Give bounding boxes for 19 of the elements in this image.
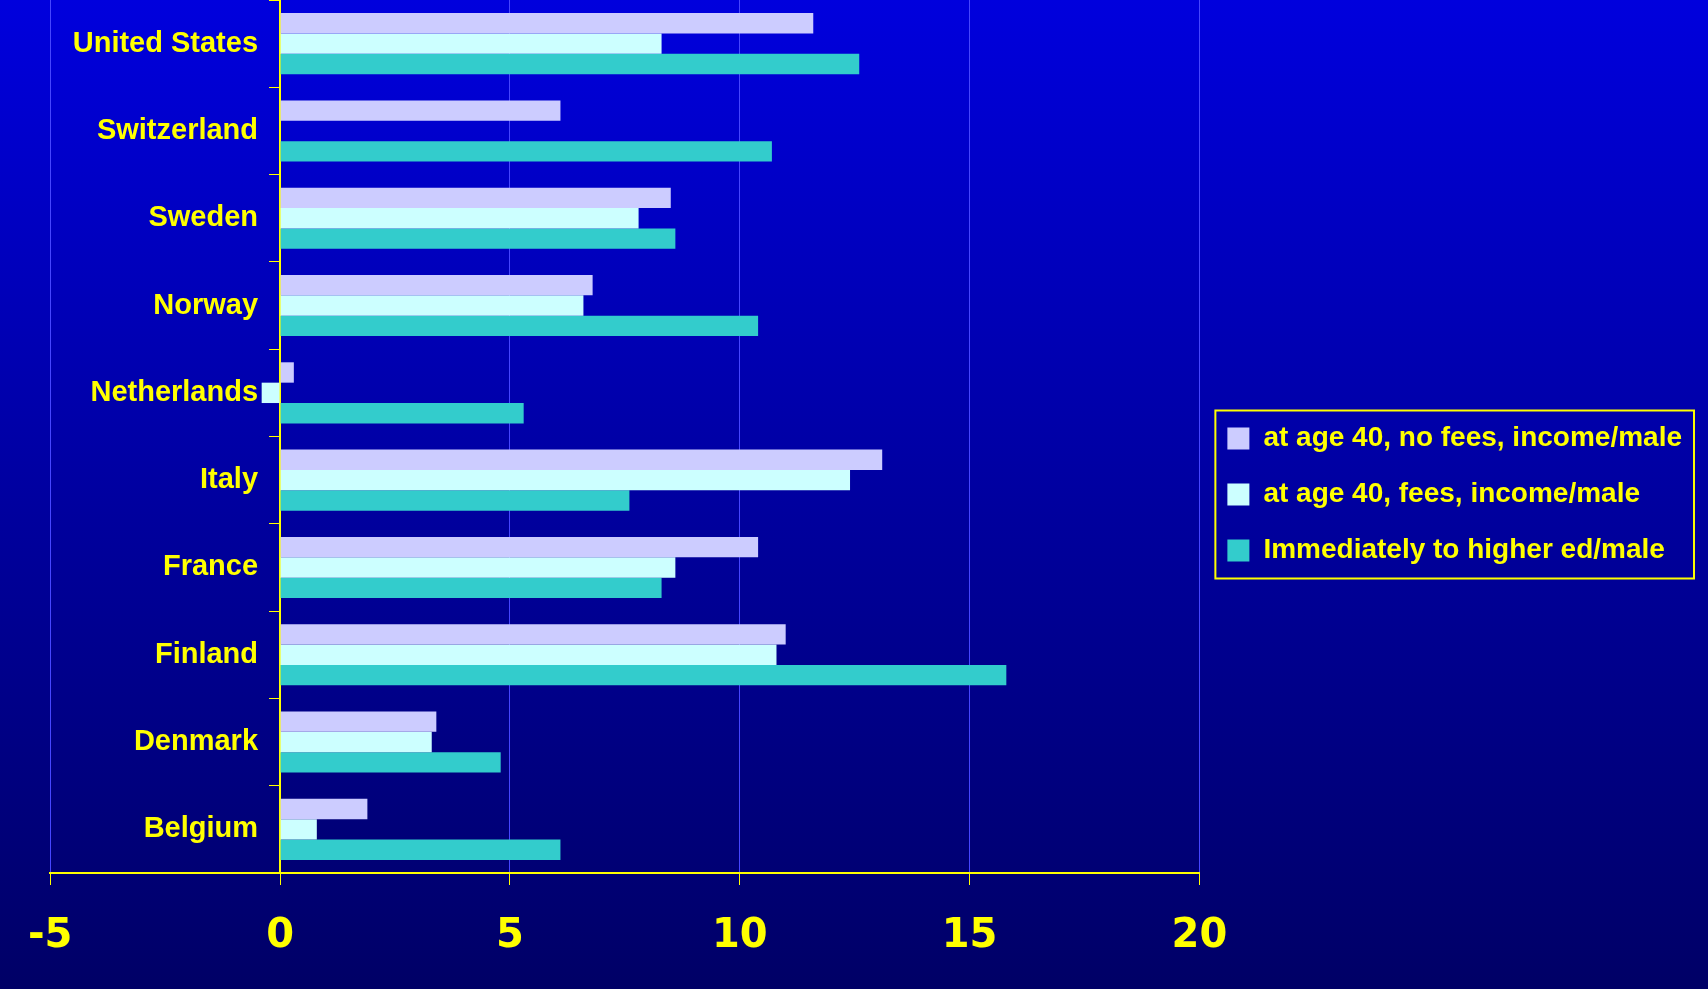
y-tick-label: Finland bbox=[154, 636, 259, 669]
y-tick-label: Italy bbox=[200, 462, 259, 495]
y-tick-label: Belgium bbox=[143, 811, 259, 844]
x-tick-label: 5 bbox=[495, 910, 524, 957]
x-tick-label: 0 bbox=[266, 910, 294, 957]
y-tick-label: Netherlands bbox=[90, 374, 259, 407]
legend-label: at age 40, fees, income/male bbox=[1263, 477, 1641, 509]
y-tick-label: United States bbox=[72, 25, 259, 58]
y-tick-label: Sweden bbox=[148, 200, 259, 233]
x-tick-label: 15 bbox=[941, 910, 998, 957]
legend-label: at age 40, no fees, income/male bbox=[1263, 421, 1683, 453]
x-tick-label: 20 bbox=[1171, 910, 1228, 957]
legend-label: Immediately to higher ed/male bbox=[1263, 533, 1665, 565]
x-tick-label: 10 bbox=[711, 910, 768, 957]
x-tick-label: -5 bbox=[28, 910, 73, 957]
y-tick-label: France bbox=[162, 549, 259, 582]
y-tick-label: Switzerland bbox=[96, 112, 259, 145]
y-tick-label: Denmark bbox=[133, 724, 259, 757]
y-tick-label: Norway bbox=[153, 287, 259, 320]
